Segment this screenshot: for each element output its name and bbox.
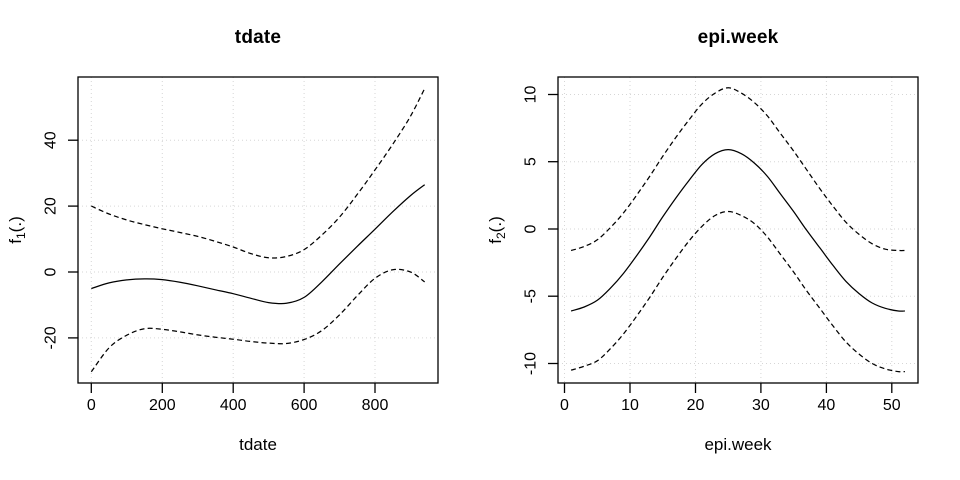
plot-area-tdate: 0 200 400 600 800 -20 0 20 40: [43, 76, 439, 414]
x-axis-label: tdate: [239, 435, 277, 454]
curve-lower-95ci: [90, 268, 426, 373]
curve-upper-95ci: [91, 88, 426, 259]
panel-epi-week: epi.week f2(.) 0 10 20 30 40 50 -10 -5 0 5 10 epi.…: [480, 0, 960, 480]
y-tick-label: 20: [43, 197, 60, 215]
panel-tdate: tdate f1(.) 0 200 400 600 800 -20 0 20 40 tdate: [6, 27, 439, 454]
x-tick-label: 40: [818, 397, 836, 414]
curve-fit: [91, 184, 426, 305]
panel-title: epi.week: [697, 27, 779, 48]
panel-title: tdate: [234, 27, 282, 48]
x-tick-label: 20: [687, 397, 705, 414]
y-tick-label: -20: [43, 326, 60, 349]
curve-upper-95ci: [570, 87, 905, 252]
x-tick-label: 10: [621, 397, 639, 414]
y-tick-label: 40: [43, 131, 60, 149]
x-tick-label: 800: [362, 397, 389, 414]
y-tick-label: -10: [523, 352, 540, 375]
curve-fit: [570, 148, 905, 312]
x-tick-label: 30: [752, 397, 770, 414]
x-tick-label: 600: [291, 397, 318, 414]
x-tick-label: 0: [560, 397, 569, 414]
x-tick-label: 200: [149, 397, 176, 414]
y-tick-label: 0: [43, 267, 60, 276]
x-axis-label: epi.week: [704, 435, 772, 454]
y-tick-label: 10: [523, 86, 540, 104]
y-tick-label: -5: [523, 289, 540, 303]
curve-lower-95ci: [570, 210, 905, 373]
y-tick-label: 0: [523, 224, 540, 233]
x-tick-label: 50: [883, 397, 901, 414]
plot-box: [77, 76, 439, 384]
y-tick-label: 5: [523, 157, 540, 166]
plot-box: [557, 76, 919, 384]
x-tick-label: 0: [87, 397, 96, 414]
plot-area-epi-week: 0 10 20 30 40 50 -10 -5 0 5 10: [523, 76, 919, 414]
x-tick-label: 400: [220, 397, 247, 414]
